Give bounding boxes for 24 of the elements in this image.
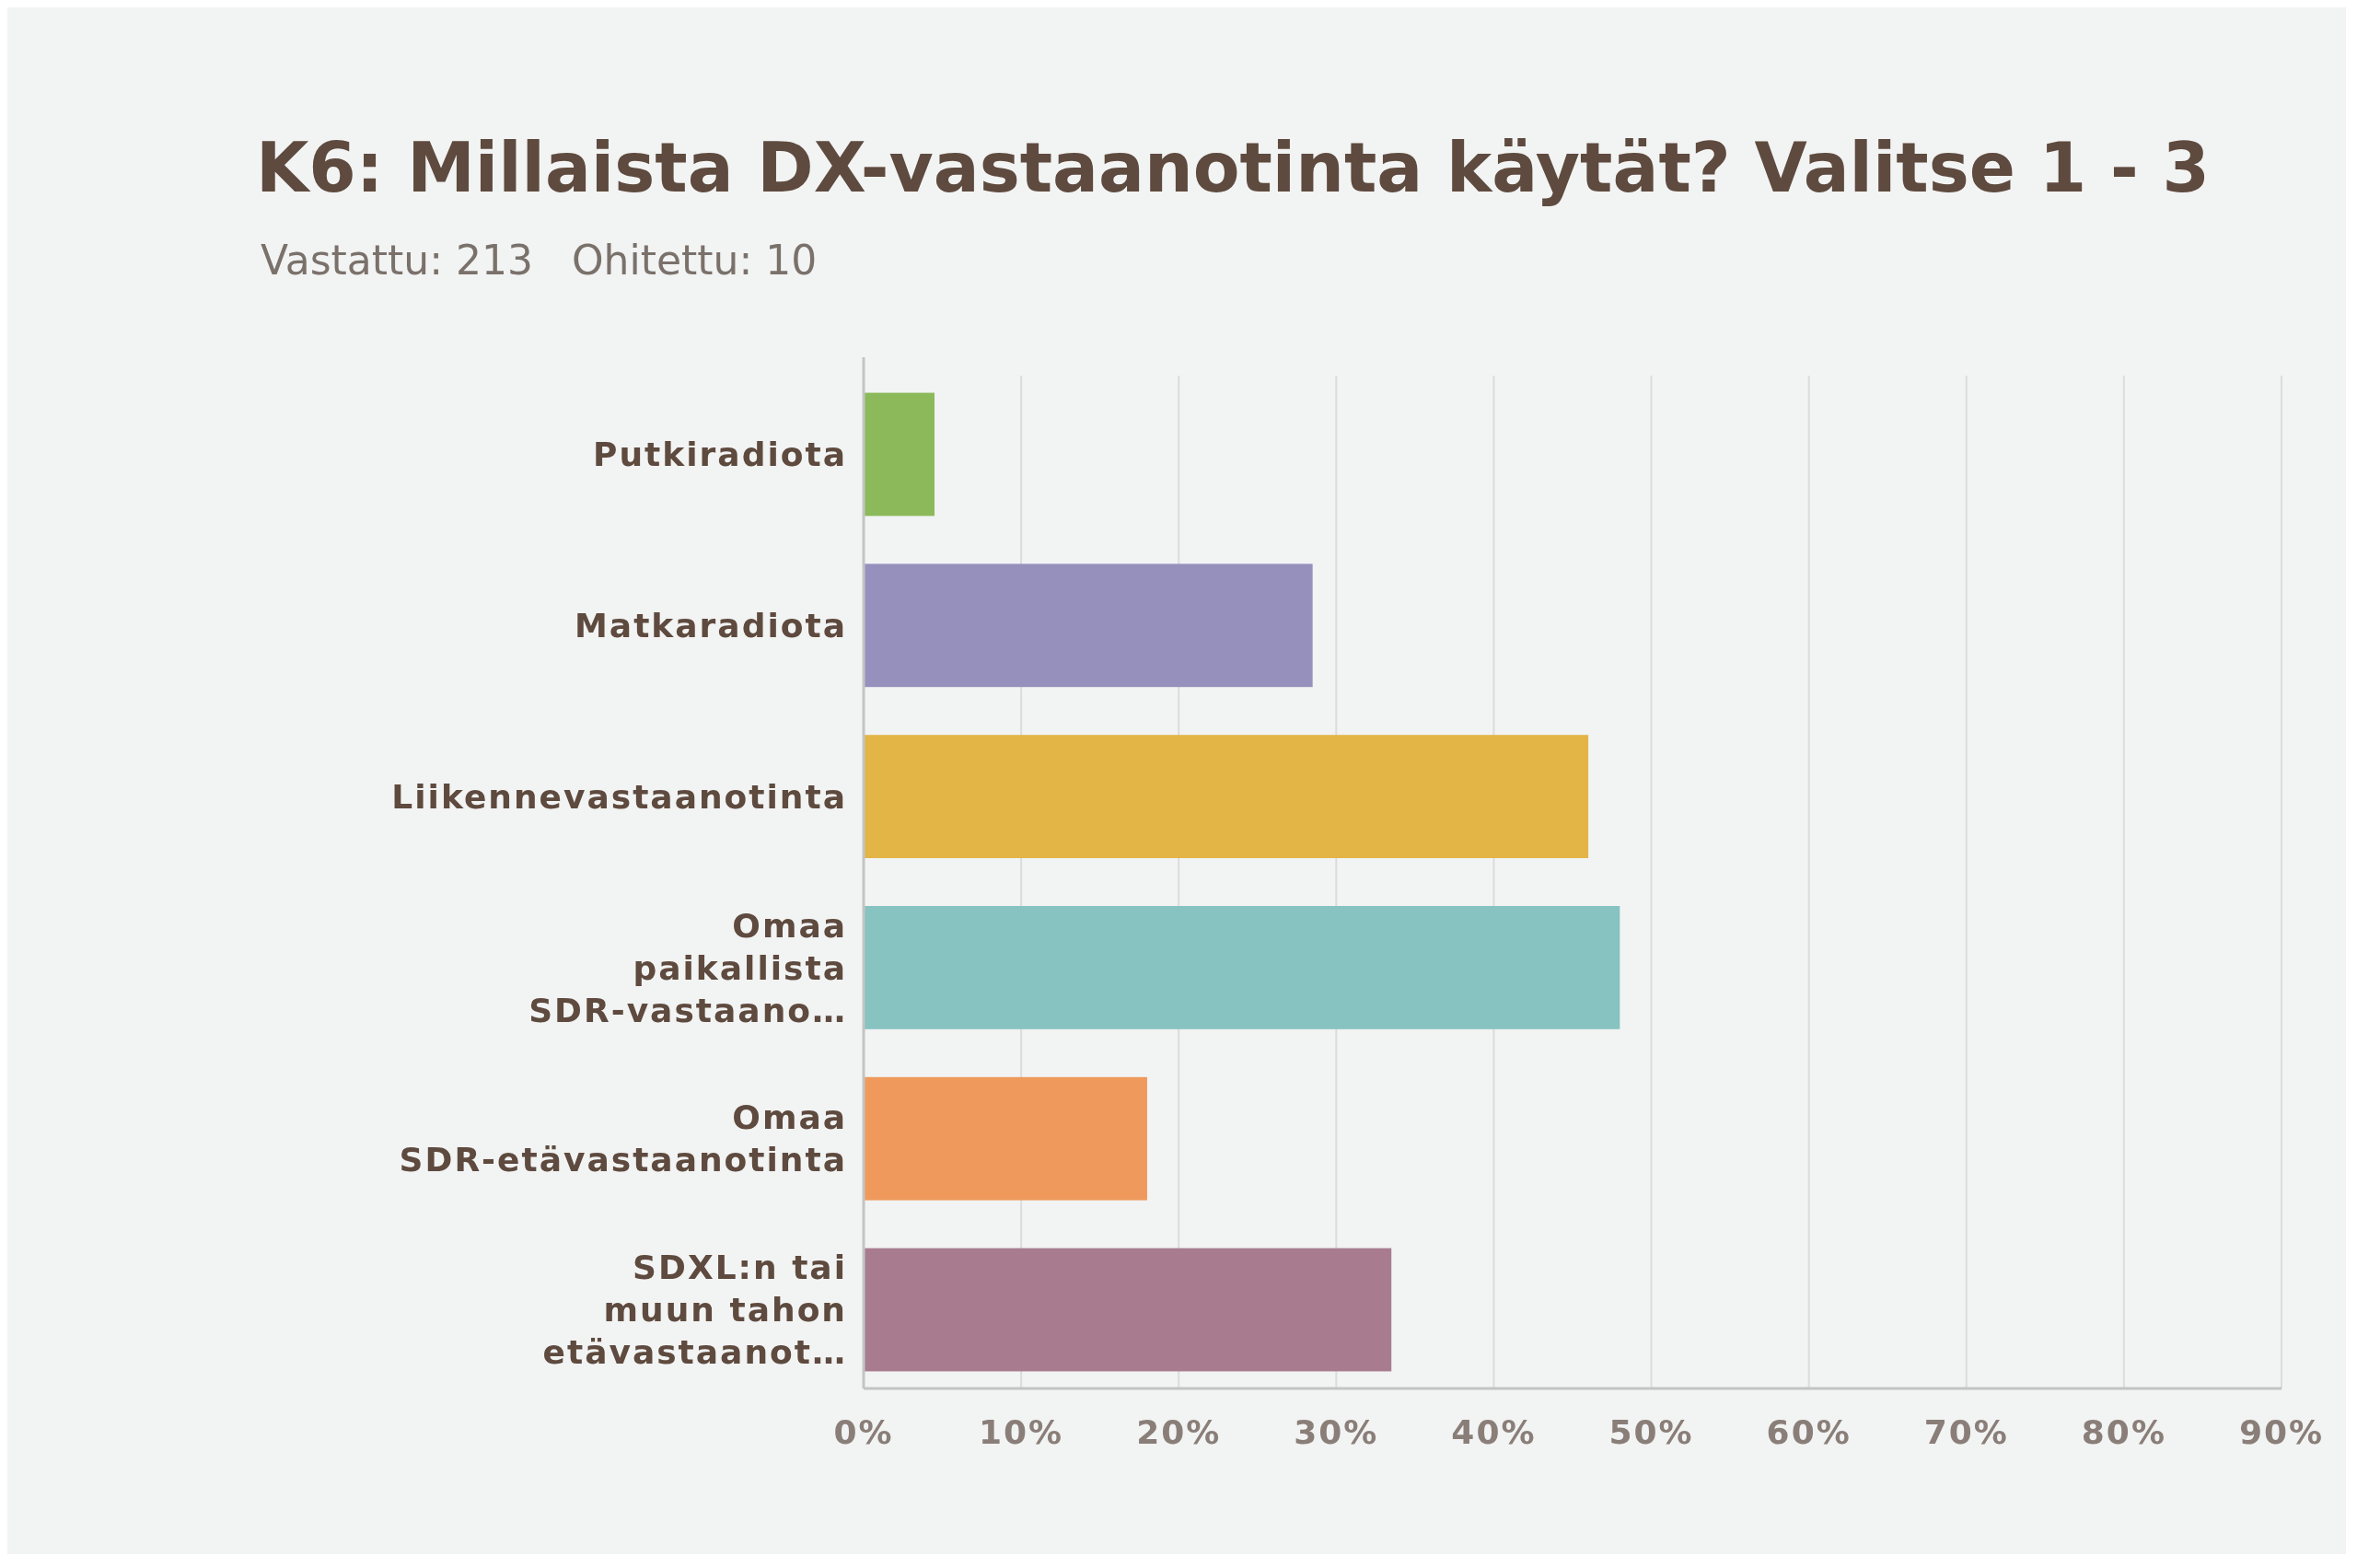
x-tick-label: 40% [1451,1413,1537,1451]
x-tick-label: 60% [1766,1413,1852,1451]
x-tick-label: 20% [1136,1413,1222,1451]
x-tick-label: 10% [979,1413,1064,1451]
x-tick-label: 0% [833,1413,894,1451]
y-tick-label: SDXL:n tai muun tahon etävastaanot… [542,1249,847,1372]
y-tick-label: Putkiradiota [593,436,847,474]
bar [864,1076,1147,1201]
y-tick-label: Omaa paikallista SDR-vastaano… [528,906,847,1029]
x-tick-label: 80% [2081,1413,2166,1451]
chart-title: K6: Millaista DX-vastaanotinta käytät? Valitse 1 - 3 [256,128,2210,207]
x-tick-label: 50% [1608,1413,1694,1451]
bar [864,392,935,517]
y-tick-label: Omaa SDR-etävastaanotinta [399,1098,847,1179]
text: Vastattu: 213 Ohitettu: 10 [261,237,818,284]
x-tick-label: 90% [2238,1413,2325,1451]
x-tick-label: 70% [1923,1413,2009,1451]
x-tick-label: 30% [1294,1413,1379,1451]
y-tick-label: Matkaradiota [575,606,847,645]
bar [864,563,1313,688]
bar [864,1248,1392,1372]
y-tick-label: Liikennevastaanotinta [391,777,847,816]
bar [864,906,1620,1029]
bar [864,735,1589,858]
